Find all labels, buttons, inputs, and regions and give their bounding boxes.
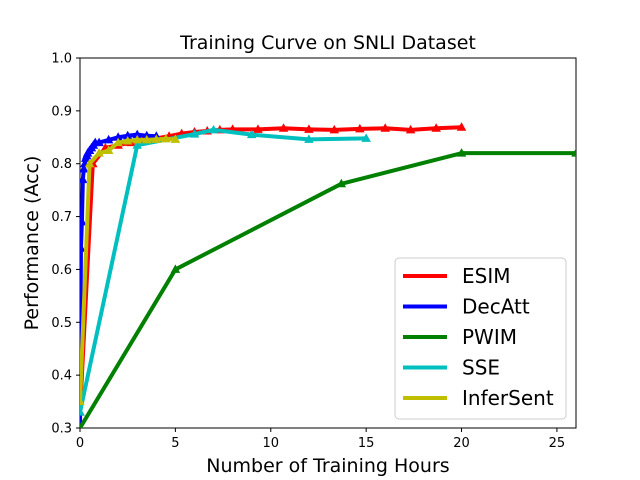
data-point-infersent: [113, 137, 123, 147]
data-point-pwim: [571, 148, 576, 157]
chart-title: Training Curve on SNLI Dataset: [179, 32, 476, 54]
data-point-esim: [456, 122, 467, 131]
data-point-decatt: [94, 137, 104, 147]
y-tick-label: 0.9: [51, 104, 72, 119]
y-axis: 0.3 0.4 0.5 0.6 0.7 0.8 0.9 1.0: [51, 52, 80, 437]
data-point-sse: [80, 407, 85, 416]
data-point-sse: [304, 134, 314, 143]
data-point-decatt: [132, 129, 142, 139]
legend-entry-pwim: PWIM: [403, 325, 517, 349]
legend-label-decatt: DecAtt: [462, 295, 530, 319]
data-point-sse: [246, 129, 257, 139]
data-point-sse: [132, 140, 142, 149]
legend-items: ESIM DecAtt PWIM SSE InferSent: [403, 264, 554, 410]
x-axis: 0 5 10 15 20 25: [76, 428, 565, 451]
x-tick-label: 0: [76, 436, 84, 451]
y-tick-label: 0.5: [51, 316, 72, 331]
legend-label-sse: SSE: [462, 356, 500, 380]
data-point-esim: [380, 123, 390, 132]
legend-entry-infersent: InferSent: [403, 386, 554, 410]
data-point-esim: [253, 124, 263, 133]
x-tick-label: 15: [358, 436, 375, 451]
legend-entry-sse: SSE: [403, 356, 500, 380]
y-tick-label: 0.6: [51, 263, 72, 278]
data-point-pwim: [336, 178, 347, 188]
legend-entry-decatt: DecAtt: [403, 295, 530, 319]
data-point-infersent: [132, 134, 142, 144]
data-point-esim: [355, 123, 365, 133]
data-point-pwim: [456, 148, 467, 157]
chart-legend: ESIM DecAtt PWIM SSE InferSent: [394, 257, 567, 420]
y-tick-label: 0.7: [51, 210, 72, 225]
y-tick-label: 1.0: [51, 52, 72, 67]
legend-entry-esim: ESIM: [403, 264, 511, 288]
x-tick-label: 25: [549, 436, 566, 451]
series-layer: [80, 122, 576, 428]
data-point-infersent: [80, 396, 85, 406]
legend-label-pwim: PWIM: [462, 325, 517, 349]
y-tick-label: 0.4: [51, 369, 72, 384]
data-point-esim: [431, 123, 441, 132]
data-point-decatt: [80, 216, 87, 226]
data-point-decatt: [103, 134, 114, 144]
data-point-sse: [361, 133, 371, 142]
data-point-esim: [304, 124, 314, 133]
data-point-infersent: [142, 134, 152, 144]
x-tick-label: 20: [453, 436, 470, 451]
x-tick-label: 10: [262, 436, 279, 451]
data-point-pwim: [80, 423, 83, 428]
data-point-decatt: [80, 164, 89, 173]
series-sse: [80, 124, 371, 416]
x-axis-title: Number of Training Hours: [206, 455, 449, 477]
y-axis-title: Performance (Acc): [21, 156, 43, 331]
data-point-infersent: [151, 134, 162, 143]
legend-box: [394, 257, 567, 420]
data-point-esim: [278, 123, 289, 132]
data-point-sse: [208, 124, 219, 134]
data-point-decatt: [113, 132, 123, 141]
y-tick-label: 0.8: [51, 157, 72, 172]
data-point-pwim: [170, 264, 181, 273]
data-point-infersent: [122, 135, 133, 145]
data-point-esim: [405, 124, 416, 134]
plot-area: [79, 57, 577, 429]
data-point-infersent: [161, 133, 171, 143]
data-point-esim: [329, 124, 340, 134]
data-point-infersent: [84, 158, 95, 168]
data-point-decatt: [80, 174, 88, 184]
legend-label-esim: ESIM: [462, 264, 511, 288]
data-point-infersent: [94, 148, 104, 157]
series-infersent: [80, 133, 181, 406]
series-pwim: [80, 148, 576, 428]
data-point-decatt: [122, 130, 133, 140]
y-tick-label: 0.3: [51, 422, 72, 437]
legend-label-infersent: InferSent: [462, 386, 554, 410]
x-tick-label: 5: [171, 436, 179, 451]
data-point-sse: [189, 129, 200, 138]
data-point-infersent: [170, 134, 181, 143]
data-point-infersent: [103, 145, 114, 154]
